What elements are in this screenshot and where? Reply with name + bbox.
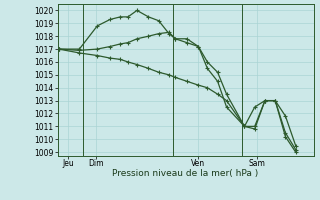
X-axis label: Pression niveau de la mer( hPa ): Pression niveau de la mer( hPa ) xyxy=(112,169,259,178)
